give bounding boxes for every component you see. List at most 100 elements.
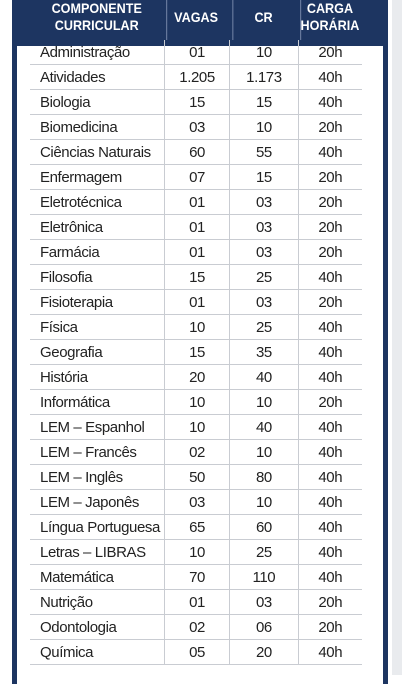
table-row: Fisioterapia 01 03 20h [30,290,362,315]
table-cell: 03 [229,215,297,239]
table-row: Biologia 15 15 40h [30,90,362,115]
table-cell: 40h [297,515,362,539]
table-cell: 40 [229,365,297,389]
table-cell: Enfermagem [40,169,122,186]
table-cell: 15 [163,90,229,114]
table-header: COMPONENTE CURRICULAR VAGAS CR CARGA HORÁRI… [30,0,362,40]
table-cell: 03 [163,115,229,139]
table-cell: 15 [229,165,297,189]
table-row: Matemática 70 110 40h [30,565,362,590]
table-row: LEM – Japonês 03 10 40h [30,490,362,515]
table-cell: 40h [297,315,362,339]
table-cell: 20h [297,590,362,614]
table-row: Biomedicina 03 10 20h [30,115,362,140]
table-cell: 25 [229,315,297,339]
table-cell: 20h [297,115,362,139]
table-cell: Língua Portuguesa [40,519,160,536]
table-body-bg [17,46,383,686]
table-cell: 01 [163,215,229,239]
table-cell: 10 [163,390,229,414]
side-strip [392,0,402,675]
table-cell: 03 [229,590,297,614]
table-cell: Administração [40,44,130,61]
table-cell: 06 [229,615,297,639]
table-cell: 40h [297,440,362,464]
table-cell: 50 [163,465,229,489]
table-cell: Informática [40,394,110,411]
table-cell: Eletrotécnica [40,194,122,211]
table-cell: LEM – Inglês [40,469,123,486]
table-row: Física 10 25 40h [30,315,362,340]
table-cell: 40h [297,490,362,514]
table-cell: 10 [229,390,297,414]
table-cell: Letras – LIBRAS [40,544,146,561]
table-cell: LEM – Francês [40,444,137,461]
table-row: Atividades 1.205 1.173 40h [30,65,362,90]
table-cell: 60 [229,515,297,539]
table-cell: 25 [229,265,297,289]
column-header: CARGA HORÁRIA [300,0,359,40]
table-cell: 35 [229,340,297,364]
table-row: Eletrônica 01 03 20h [30,215,362,240]
table-cell: 03 [229,290,297,314]
table-cell: 40h [297,140,362,164]
table-cell: 20h [297,40,362,64]
table-cell: Fisioterapia [40,294,113,311]
table-cell: 40h [297,90,362,114]
table-cell: 20 [163,365,229,389]
table-cell: 07 [163,165,229,189]
table-cell: 10 [163,540,229,564]
table-cell: 40h [297,340,362,364]
table-cell: 40h [297,640,362,664]
table-cell: 80 [229,465,297,489]
column-header: COMPONENTE CURRICULAR [51,0,142,33]
table-cell: LEM – Espanhol [40,419,145,436]
table-cell: 20h [297,615,362,639]
table-cell: 1.173 [229,65,297,89]
column-header: CR [232,0,293,40]
table-cell: 10 [163,315,229,339]
table-cell: 25 [229,540,297,564]
table-cell: 40h [297,265,362,289]
table-cell: 05 [163,640,229,664]
table-row: Geografia 15 35 40h [30,340,362,365]
table-cell: Química [40,644,94,661]
table-row: Odontologia 02 06 20h [30,615,362,640]
table-cell: 01 [163,290,229,314]
table-row: Eletrotécnica 01 03 20h [30,190,362,215]
table-cell: Atividades [40,69,106,86]
table-cell: 65 [163,515,229,539]
table-cell: 03 [163,490,229,514]
table-cell: 40h [297,65,362,89]
table-cell: Biomedicina [40,119,118,136]
table-cell: 20 [229,640,297,664]
table-row: Enfermagem 07 15 20h [30,165,362,190]
table-cell: Filosofia [40,269,93,286]
table-cell: LEM – Japonês [40,494,140,511]
table-cell: 10 [229,440,297,464]
table-cell: 110 [229,565,297,589]
table-cell: 15 [163,340,229,364]
table-row: Filosofia 15 25 40h [30,265,362,290]
table-cell: 01 [163,240,229,264]
column-header: VAGAS [166,0,226,40]
table-cell: Odontologia [40,619,117,636]
table-row: Química 05 20 40h [30,640,362,665]
table-cell: 40h [297,465,362,489]
table-row: Informática 10 10 20h [30,390,362,415]
table-cell: Matemática [40,569,114,586]
table-row: Nutrição 01 03 20h [30,590,362,615]
table-cell: 10 [229,115,297,139]
table-cell: Ciências Naturais [40,144,151,161]
table-cell: História [40,369,88,386]
table-row: LEM – Espanhol 10 40 40h [30,415,362,440]
table-row: LEM – Inglês 50 80 40h [30,465,362,490]
table-cell: 40h [297,415,362,439]
table-row: Ciências Naturais 60 55 40h [30,140,362,165]
table-cell: 40 [229,415,297,439]
table-row: Letras – LIBRAS 10 25 40h [30,540,362,565]
table-cell: 70 [163,565,229,589]
table-cell: 20h [297,240,362,264]
table-cell: 03 [229,190,297,214]
